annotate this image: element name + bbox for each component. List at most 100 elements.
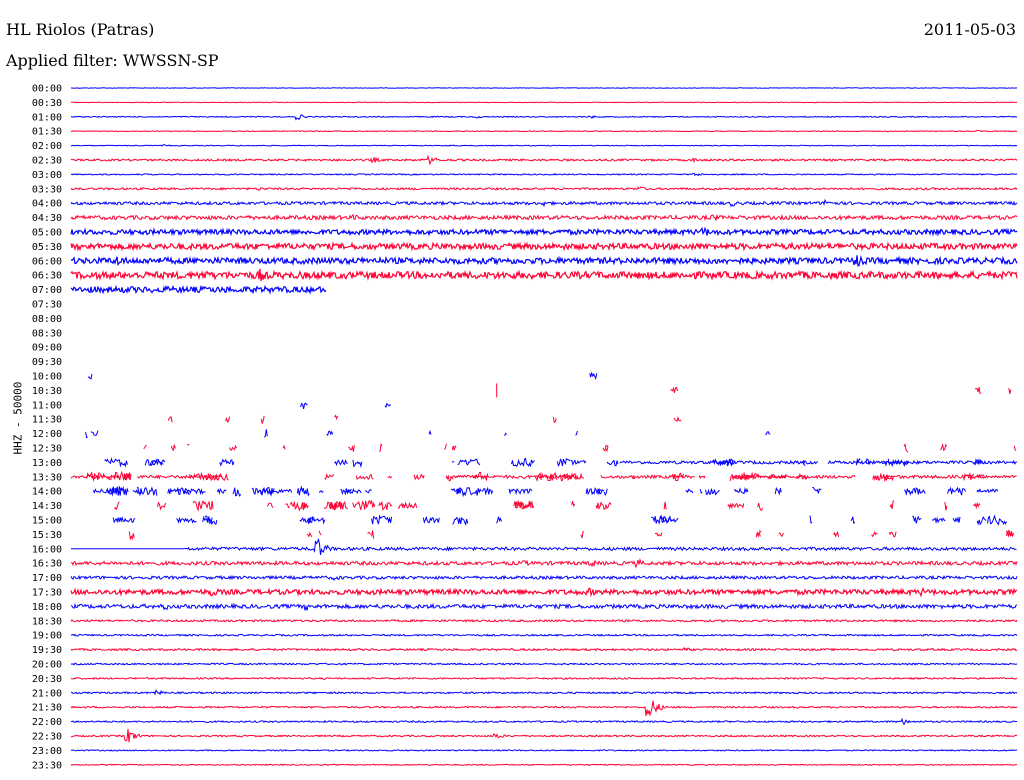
- seismic-trace-fragment: [595, 501, 612, 511]
- trace-row: [70, 618, 1018, 623]
- seismic-trace-fragment: [1008, 387, 1012, 394]
- seismic-trace-fragment: [850, 516, 856, 525]
- trace-row: [70, 700, 1018, 717]
- trace-row: [92, 485, 999, 498]
- seismic-trace-fragment: [963, 472, 975, 481]
- seismic-trace-fragment: [585, 487, 605, 496]
- seismic-trace-fragment: [334, 458, 348, 467]
- seismic-trace-fragment: [976, 488, 999, 493]
- seismic-trace-fragment: [508, 487, 533, 496]
- time-tick-label: 19:30: [32, 645, 62, 656]
- seismic-trace-fragment: [397, 502, 405, 509]
- seismic-trace-fragment: [107, 474, 113, 481]
- trace-row: [70, 728, 1018, 743]
- time-tick-label: 09:30: [32, 357, 62, 368]
- seismic-trace-fragment: [455, 488, 461, 495]
- seismic-trace-fragment: [603, 488, 608, 496]
- seismic-trace-fragment: [176, 486, 191, 496]
- seismic-trace-fragment: [444, 443, 447, 450]
- seismic-trace: [184, 537, 1017, 556]
- seismic-trace-fragment: [802, 460, 806, 467]
- seismic-trace: [70, 763, 1018, 766]
- trace-row: [70, 255, 1018, 267]
- trace-row: [70, 144, 1018, 147]
- seismic-trace-fragment: [324, 473, 335, 481]
- seismic-trace-fragment: [580, 531, 585, 539]
- trace-row: [70, 114, 1018, 121]
- seismic-trace: [70, 647, 1018, 652]
- seismic-trace-fragment: [812, 487, 822, 494]
- seismic-trace-fragment: [765, 430, 771, 436]
- trace-row: [70, 717, 1018, 726]
- seismic-trace-fragment: [170, 444, 176, 452]
- time-tick-label: 11:00: [32, 400, 62, 411]
- seismic-trace-fragment: [672, 472, 685, 482]
- seismic-trace-fragment: [109, 486, 121, 497]
- time-tick-label: 17:30: [32, 588, 62, 599]
- time-tick-label: 10:30: [32, 386, 62, 397]
- seismic-trace-fragment: [128, 531, 135, 541]
- seismic-trace: [70, 689, 1018, 696]
- seismic-trace-fragment: [778, 532, 785, 538]
- seismic-trace-fragment: [670, 386, 678, 394]
- seismic-trace-fragment: [575, 430, 578, 436]
- time-tick-label: 16:00: [32, 544, 62, 555]
- trace-row: [70, 749, 1018, 752]
- seismic-trace-fragment: [92, 487, 109, 494]
- seismic-trace-fragment: [323, 501, 342, 511]
- seismic-trace-fragment: [758, 530, 762, 533]
- trace-row: [70, 186, 1018, 192]
- seismic-trace-fragment: [952, 516, 961, 523]
- seismic-trace-fragment: [556, 458, 571, 468]
- seismic-trace-fragment: [632, 477, 635, 480]
- trace-row: [114, 499, 981, 512]
- seismic-trace-fragment: [768, 473, 788, 480]
- seismic-trace-fragment: [705, 488, 720, 496]
- seismic-trace-fragment: [757, 502, 764, 511]
- seismic-trace-fragment: [944, 502, 948, 511]
- seismic-trace-fragment: [654, 532, 663, 537]
- time-tick-label: 03:00: [32, 170, 62, 181]
- seismic-trace-fragment: [602, 444, 609, 452]
- time-tick-label: 08:00: [32, 314, 62, 325]
- seismic-trace-fragment: [90, 430, 99, 436]
- trace-row: [70, 574, 1018, 582]
- time-tick-label: 04:30: [32, 213, 62, 224]
- seismic-trace-fragment: [413, 473, 425, 481]
- seismic-trace-fragment: [552, 416, 557, 424]
- seismic-trace-fragment: [871, 530, 878, 538]
- seismic-trace-fragment: [865, 458, 871, 465]
- time-tick-label: 12:30: [32, 444, 62, 455]
- seismic-trace-fragment: [112, 516, 136, 524]
- time-tick-label: 15:00: [32, 516, 62, 527]
- time-tick-label: 04:00: [32, 199, 62, 210]
- seismic-trace-fragment: [809, 515, 813, 524]
- seismic-trace: [70, 241, 1018, 252]
- seismic-trace: [70, 728, 1018, 743]
- seismic-trace-fragment: [87, 373, 93, 380]
- seismic-trace-fragment: [570, 459, 587, 466]
- seismic-trace-fragment: [260, 415, 265, 425]
- seismic-trace-fragment: [219, 458, 235, 467]
- trace-row: [70, 689, 1018, 696]
- seismic-trace-fragment: [659, 516, 679, 525]
- seismic-trace-fragment: [940, 443, 948, 452]
- seismic-trace: [70, 574, 1018, 582]
- seismic-trace-fragment: [976, 516, 987, 526]
- seismic-trace-fragment: [566, 472, 585, 480]
- seismic-trace-fragment: [947, 486, 967, 496]
- seismic-trace-fragment: [976, 474, 985, 479]
- time-tick-label: 09:00: [32, 343, 62, 354]
- time-tick-label: 12:00: [32, 429, 62, 440]
- time-tick-label: 16:30: [32, 559, 62, 570]
- trace-row: [70, 633, 1018, 637]
- seismic-trace-fragment: [167, 487, 182, 495]
- seismic-trace-fragment: [474, 471, 488, 482]
- seismic-trace: [70, 87, 1018, 89]
- seismic-trace-fragment: [887, 458, 909, 468]
- seismic-trace-fragment: [733, 487, 749, 495]
- seismic-trace-fragment: [387, 475, 393, 479]
- time-tick-label: 02:30: [32, 156, 62, 167]
- time-tick-label: 18:00: [32, 602, 62, 613]
- trace-row: [70, 226, 1018, 237]
